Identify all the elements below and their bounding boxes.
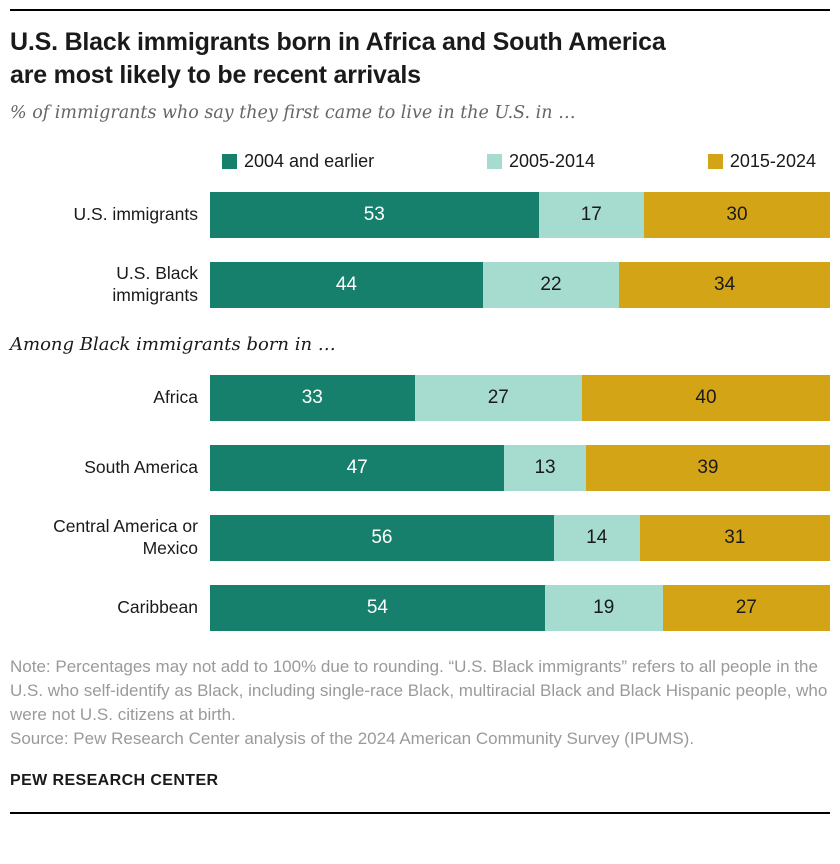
bar-row: South America 47 13 39 bbox=[10, 445, 831, 491]
page-title: U.S. Black immigrants born in Africa and… bbox=[10, 28, 666, 89]
legend: 2004 and earlier 2005-2014 2015-2024 bbox=[222, 151, 816, 172]
category-label: South America bbox=[84, 457, 198, 478]
chart-subtitle: % of immigrants who say they first came … bbox=[10, 103, 576, 123]
bar-segment: 56 bbox=[210, 515, 554, 561]
bar-chart: U.S. immigrants 53 17 30 U.S. Black immigran… bbox=[10, 192, 831, 631]
bar-row: U.S. immigrants 53 17 30 bbox=[10, 192, 830, 238]
bar-row: U.S. Black immigrants 44 22 34 bbox=[10, 262, 830, 308]
bar-segment: 19 bbox=[544, 585, 663, 631]
bar-track: 53 17 30 bbox=[210, 192, 830, 238]
bar-track: 44 22 34 bbox=[210, 262, 830, 308]
bar-segment: 34 bbox=[619, 262, 830, 308]
legend-item: 2015-2024 bbox=[707, 151, 816, 172]
bar-segment: 39 bbox=[585, 445, 831, 491]
bar-segment: 27 bbox=[414, 375, 582, 421]
bar-segment: 14 bbox=[553, 515, 640, 561]
bar-segment: 17 bbox=[538, 192, 644, 238]
note-text: Note: Percentages may not add to 100% du… bbox=[10, 657, 828, 725]
legend-label: 2004 and earlier bbox=[244, 151, 375, 171]
bar-segment: 47 bbox=[210, 445, 505, 491]
legend-swatch-icon bbox=[486, 154, 502, 169]
legend-item: 2005-2014 bbox=[486, 151, 596, 172]
top-rule bbox=[10, 9, 830, 11]
source-text: Source: Pew Research Center analysis of … bbox=[10, 729, 695, 749]
footer-brand: PEW RESEARCH CENTER bbox=[10, 771, 219, 789]
bar-segment: 27 bbox=[662, 585, 830, 631]
legend-item: 2004 and earlier bbox=[222, 151, 374, 172]
bar-segment: 30 bbox=[644, 192, 830, 238]
bar-segment: 40 bbox=[582, 375, 830, 421]
category-label: Africa bbox=[153, 387, 198, 408]
bar-segment: 53 bbox=[210, 192, 539, 238]
bar-segment: 33 bbox=[210, 375, 415, 421]
legend-swatch-icon bbox=[222, 154, 237, 169]
bar-track: 56 14 31 bbox=[210, 515, 830, 561]
bar-segment: 44 bbox=[210, 262, 483, 308]
legend-swatch-icon bbox=[707, 154, 723, 169]
chart-page: U.S. Black immigrants born in Africa and… bbox=[0, 9, 840, 864]
bar-track: 33 27 40 bbox=[210, 375, 830, 421]
category-label: Caribbean bbox=[117, 597, 198, 618]
bar-segment: 13 bbox=[504, 445, 586, 491]
bar-segment: 54 bbox=[210, 585, 545, 631]
legend-label: 2015-2024 bbox=[729, 151, 816, 171]
category-label: U.S. Black immigrants bbox=[112, 263, 198, 305]
category-label: Central America or Mexico bbox=[53, 516, 198, 558]
bar-row: Caribbean 54 19 27 bbox=[10, 585, 830, 631]
bar-row: Africa 33 27 40 bbox=[10, 375, 830, 421]
bar-track: 54 19 27 bbox=[210, 585, 830, 631]
bottom-rule bbox=[10, 811, 830, 814]
legend-label: 2005-2014 bbox=[508, 151, 596, 171]
bar-track: 47 13 39 bbox=[210, 445, 831, 491]
bar-segment: 22 bbox=[482, 262, 620, 308]
section-label: Among Black immigrants born in … bbox=[10, 334, 336, 355]
category-label: U.S. immigrants bbox=[73, 204, 198, 225]
bar-row: Central America or Mexico 56 14 31 bbox=[10, 515, 830, 561]
bar-segment: 31 bbox=[639, 515, 830, 561]
